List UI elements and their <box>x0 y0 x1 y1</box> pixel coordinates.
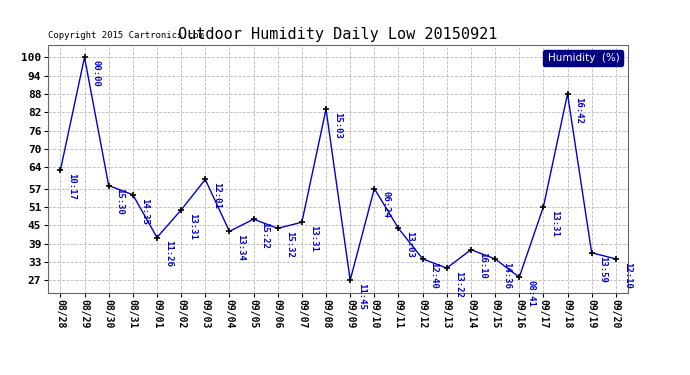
Title: Outdoor Humidity Daily Low 20150921: Outdoor Humidity Daily Low 20150921 <box>179 27 497 42</box>
Text: 14:36: 14:36 <box>502 262 511 288</box>
Text: 13:31: 13:31 <box>188 213 197 240</box>
Text: 10:17: 10:17 <box>68 173 77 200</box>
Text: 06:24: 06:24 <box>382 191 391 218</box>
Text: Copyright 2015 Cartronics.com: Copyright 2015 Cartronics.com <box>48 31 204 40</box>
Text: 13:34: 13:34 <box>237 234 246 261</box>
Text: 15:30: 15:30 <box>116 188 125 215</box>
Text: 12:40: 12:40 <box>430 262 439 288</box>
Text: 14:35: 14:35 <box>140 198 149 224</box>
Text: 15:03: 15:03 <box>333 112 342 139</box>
Text: 15:22: 15:22 <box>261 222 270 249</box>
Text: 13:31: 13:31 <box>309 225 318 252</box>
Text: 12:01: 12:01 <box>213 182 221 209</box>
Text: 08:41: 08:41 <box>526 280 535 307</box>
Text: 13:31: 13:31 <box>551 210 560 237</box>
Text: 13:22: 13:22 <box>454 271 463 298</box>
Text: 00:00: 00:00 <box>92 60 101 87</box>
Text: 13:03: 13:03 <box>406 231 415 258</box>
Text: 16:42: 16:42 <box>575 97 584 123</box>
Text: 11:45: 11:45 <box>357 283 366 310</box>
Text: 13:59: 13:59 <box>599 255 608 282</box>
Text: 12:10: 12:10 <box>623 262 632 288</box>
Text: 15:32: 15:32 <box>285 231 294 258</box>
Text: 11:26: 11:26 <box>164 240 173 267</box>
Legend: Humidity  (%): Humidity (%) <box>542 50 622 66</box>
Text: 16:10: 16:10 <box>478 252 487 279</box>
